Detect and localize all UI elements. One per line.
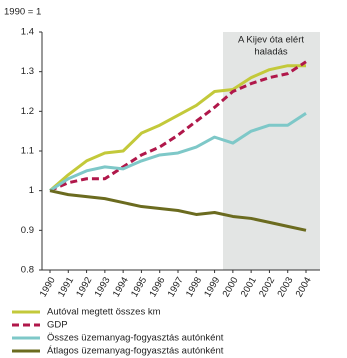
series-line (49, 60, 307, 193)
x-tick-label: 2003 (275, 275, 295, 299)
x-tick-label: 1996 (147, 275, 167, 299)
y-tick-label: 1 (29, 185, 34, 196)
x-tick-label: 2004 (294, 275, 314, 299)
x-tick-label: 1991 (56, 275, 76, 299)
x-tick-label: 1995 (129, 275, 149, 299)
legend-label: Autóval megtett összes km (47, 307, 161, 318)
series-line (49, 64, 306, 192)
series-line (49, 189, 307, 232)
x-tick-label: 1997 (166, 275, 186, 299)
x-tick-label: 2001 (239, 275, 259, 299)
y-tick-label: 0.9 (21, 225, 34, 236)
y-axis-label: 1990 = 1 (4, 7, 41, 18)
x-tick-label: 1993 (93, 275, 113, 299)
y-tick-label: 1.3 (21, 66, 34, 77)
y-tick-label: 0.8 (21, 265, 34, 276)
y-tick-label: 1.4 (21, 27, 34, 38)
legend-label: Összes üzemanyag-fogyasztás autónként (47, 333, 224, 344)
x-tick-label: 2000 (221, 275, 241, 299)
series-line (49, 112, 307, 192)
x-tick-label: 1994 (111, 275, 131, 299)
x-tick-label: 1998 (184, 275, 204, 299)
x-tick-label: 1999 (202, 275, 222, 299)
x-tick-label: 1992 (74, 275, 94, 299)
annotation: haladás (254, 47, 288, 58)
legend-label: GDP (47, 320, 68, 331)
x-tick-label: 2002 (257, 275, 277, 299)
y-tick-label: 1.1 (21, 146, 34, 157)
x-tick-label: 1990 (38, 275, 58, 299)
annotation: A Kijev óta elért (238, 35, 304, 46)
y-tick-label: 1.2 (21, 106, 34, 117)
legend-label: Átlagos üzemanyag-fogyasztás autónként (47, 346, 224, 357)
